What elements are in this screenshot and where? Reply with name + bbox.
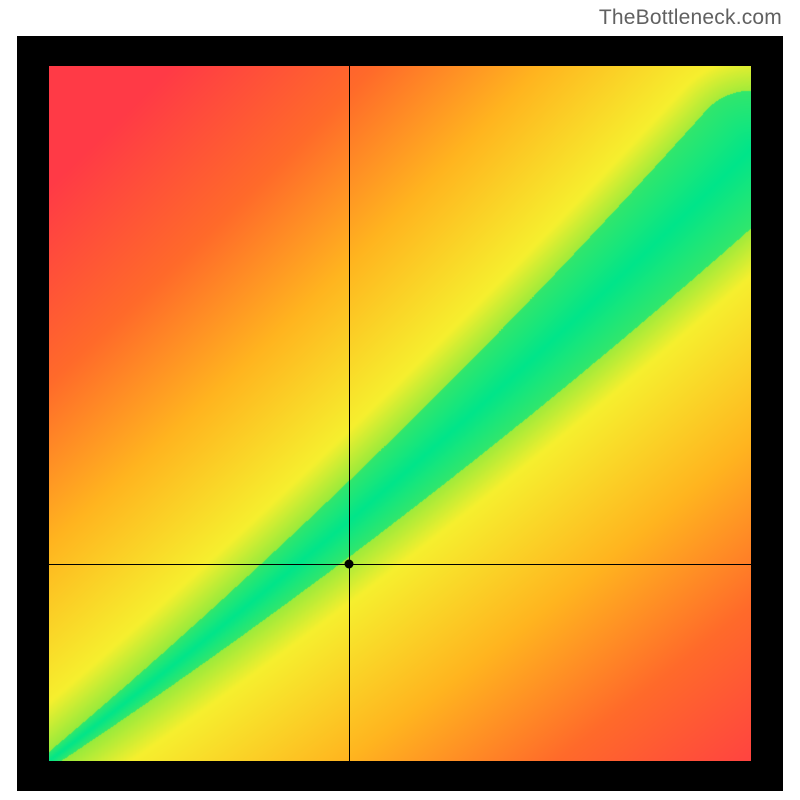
plot-area (49, 66, 751, 761)
data-point-marker (345, 560, 354, 569)
crosshair-horizontal (49, 564, 751, 565)
crosshair-vertical (349, 66, 350, 761)
chart-container: TheBottleneck.com (0, 0, 800, 800)
heatmap-canvas (49, 66, 751, 761)
attribution-text: TheBottleneck.com (599, 6, 782, 30)
plot-frame (17, 36, 783, 791)
